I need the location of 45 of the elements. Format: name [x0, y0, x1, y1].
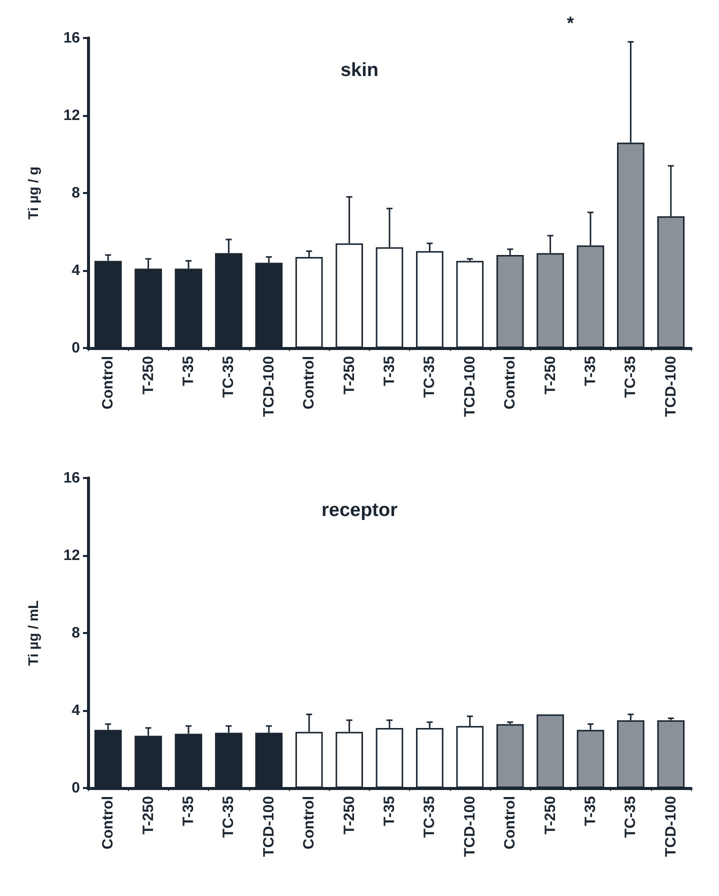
x-tick-label: TCD-100: [662, 356, 680, 417]
y-axis-title: Ti µg / mL: [25, 600, 41, 666]
x-tick-label: T-35: [381, 356, 398, 386]
y-tick-label: 4: [72, 262, 81, 279]
x-tick-label: T-35: [180, 356, 197, 386]
y-tick-label: 0: [72, 340, 80, 356]
x-tick-label: T-35: [381, 796, 398, 826]
x-tick-label: TC-35: [220, 796, 238, 838]
y-tick-label: 4: [72, 702, 81, 719]
text: skin: [340, 60, 379, 81]
y-tick-label: 8: [72, 624, 80, 642]
x-tick-label: Control: [100, 356, 117, 410]
text: *: [566, 13, 574, 33]
y-tick-label: 12: [63, 547, 80, 564]
text: receptor: [321, 500, 398, 521]
x-tick-label: Control: [100, 796, 117, 850]
x-tick-label: T-250: [340, 796, 358, 834]
y-tick-label: 0: [72, 780, 80, 796]
x-tick-label: TC-35: [421, 356, 438, 398]
x-tick-label: TCD-100: [461, 796, 478, 857]
x-tick-label: Control: [300, 356, 318, 410]
y-tick-label: 12: [63, 107, 80, 124]
y-tick-label: 8: [72, 184, 80, 202]
y-axis-title: Ti µg / g: [25, 166, 41, 220]
x-tick-label: TCD-100: [260, 356, 278, 417]
x-tick-label: Control: [502, 356, 519, 410]
x-tick-label: TCD-100: [461, 356, 478, 417]
x-tick-label: TCD-100: [260, 796, 278, 857]
x-tick-label: T-35: [180, 796, 197, 826]
x-tick-label: T-250: [542, 796, 559, 834]
x-tick-label: Control: [300, 796, 318, 850]
x-tick-label: T-35: [582, 356, 599, 386]
x-tick-label: T-250: [140, 796, 157, 834]
x-tick-label: Control: [502, 796, 519, 850]
y-tick-label: 16: [63, 470, 80, 486]
x-tick-label: T-250: [542, 356, 559, 394]
x-tick-label: T-35: [582, 796, 599, 826]
x-tick-label: TC-35: [622, 356, 640, 398]
x-tick-label: T-250: [340, 356, 358, 394]
x-tick-label: TC-35: [220, 356, 238, 398]
y-tick-label: 16: [63, 30, 80, 46]
x-tick-label: TC-35: [622, 796, 640, 838]
x-tick-label: T-250: [140, 356, 157, 394]
x-tick-label: TC-35: [421, 796, 438, 838]
x-tick-label: TCD-100: [662, 796, 680, 857]
